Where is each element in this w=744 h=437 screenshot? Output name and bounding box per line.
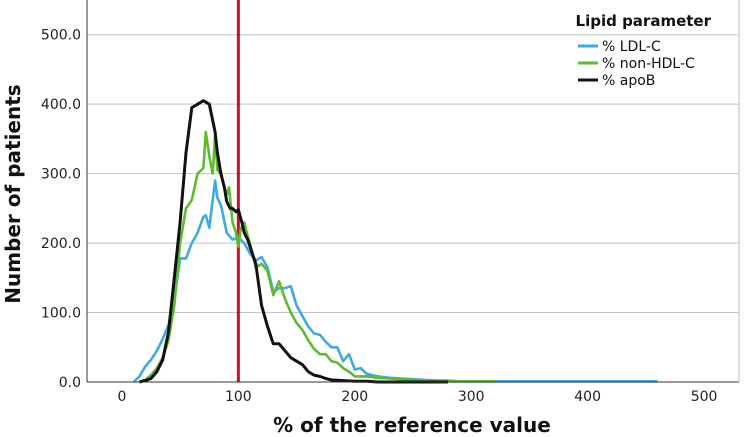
x-tick-label: 400 — [574, 389, 601, 405]
x-tick-label: 200 — [341, 389, 368, 405]
legend-label: % apoB — [602, 73, 655, 89]
series-layer — [132, 99, 658, 384]
legend-title: Lipid parameter — [576, 12, 712, 30]
y-axis-title: Number of patients — [1, 84, 25, 303]
y-tick-label: 300.0 — [41, 167, 81, 183]
x-tick-label: 500 — [691, 389, 718, 405]
plot-area — [87, 0, 739, 382]
x-axis-title: % of the reference value — [273, 413, 551, 437]
y-tick-label: 500.0 — [41, 28, 81, 44]
series-line-3 — [139, 99, 448, 384]
y-tick-label: 400.0 — [41, 97, 81, 113]
axes — [86, 0, 740, 383]
y-tick-label: 200.0 — [41, 236, 81, 252]
x-tick-label: 0 — [117, 389, 126, 405]
legend-items: % LDL-C% non-HDL-C% apoB — [578, 39, 695, 89]
legend-label: % LDL-C — [602, 39, 661, 55]
x-tick-label: 100 — [225, 389, 252, 405]
y-tick-label: 0.0 — [59, 375, 81, 391]
y-tick-label: 100.0 — [41, 306, 81, 322]
y-tick-labels: 0.0 100.0 200.0 300.0 400.0 500.0 — [41, 28, 81, 391]
legend: Lipid parameter % LDL-C% non-HDL-C% apoB — [576, 12, 712, 89]
legend-label: % non-HDL-C — [602, 56, 695, 72]
x-tick-labels: 0 100 200 300 400 500 — [117, 389, 717, 405]
x-tick-label: 300 — [458, 389, 485, 405]
